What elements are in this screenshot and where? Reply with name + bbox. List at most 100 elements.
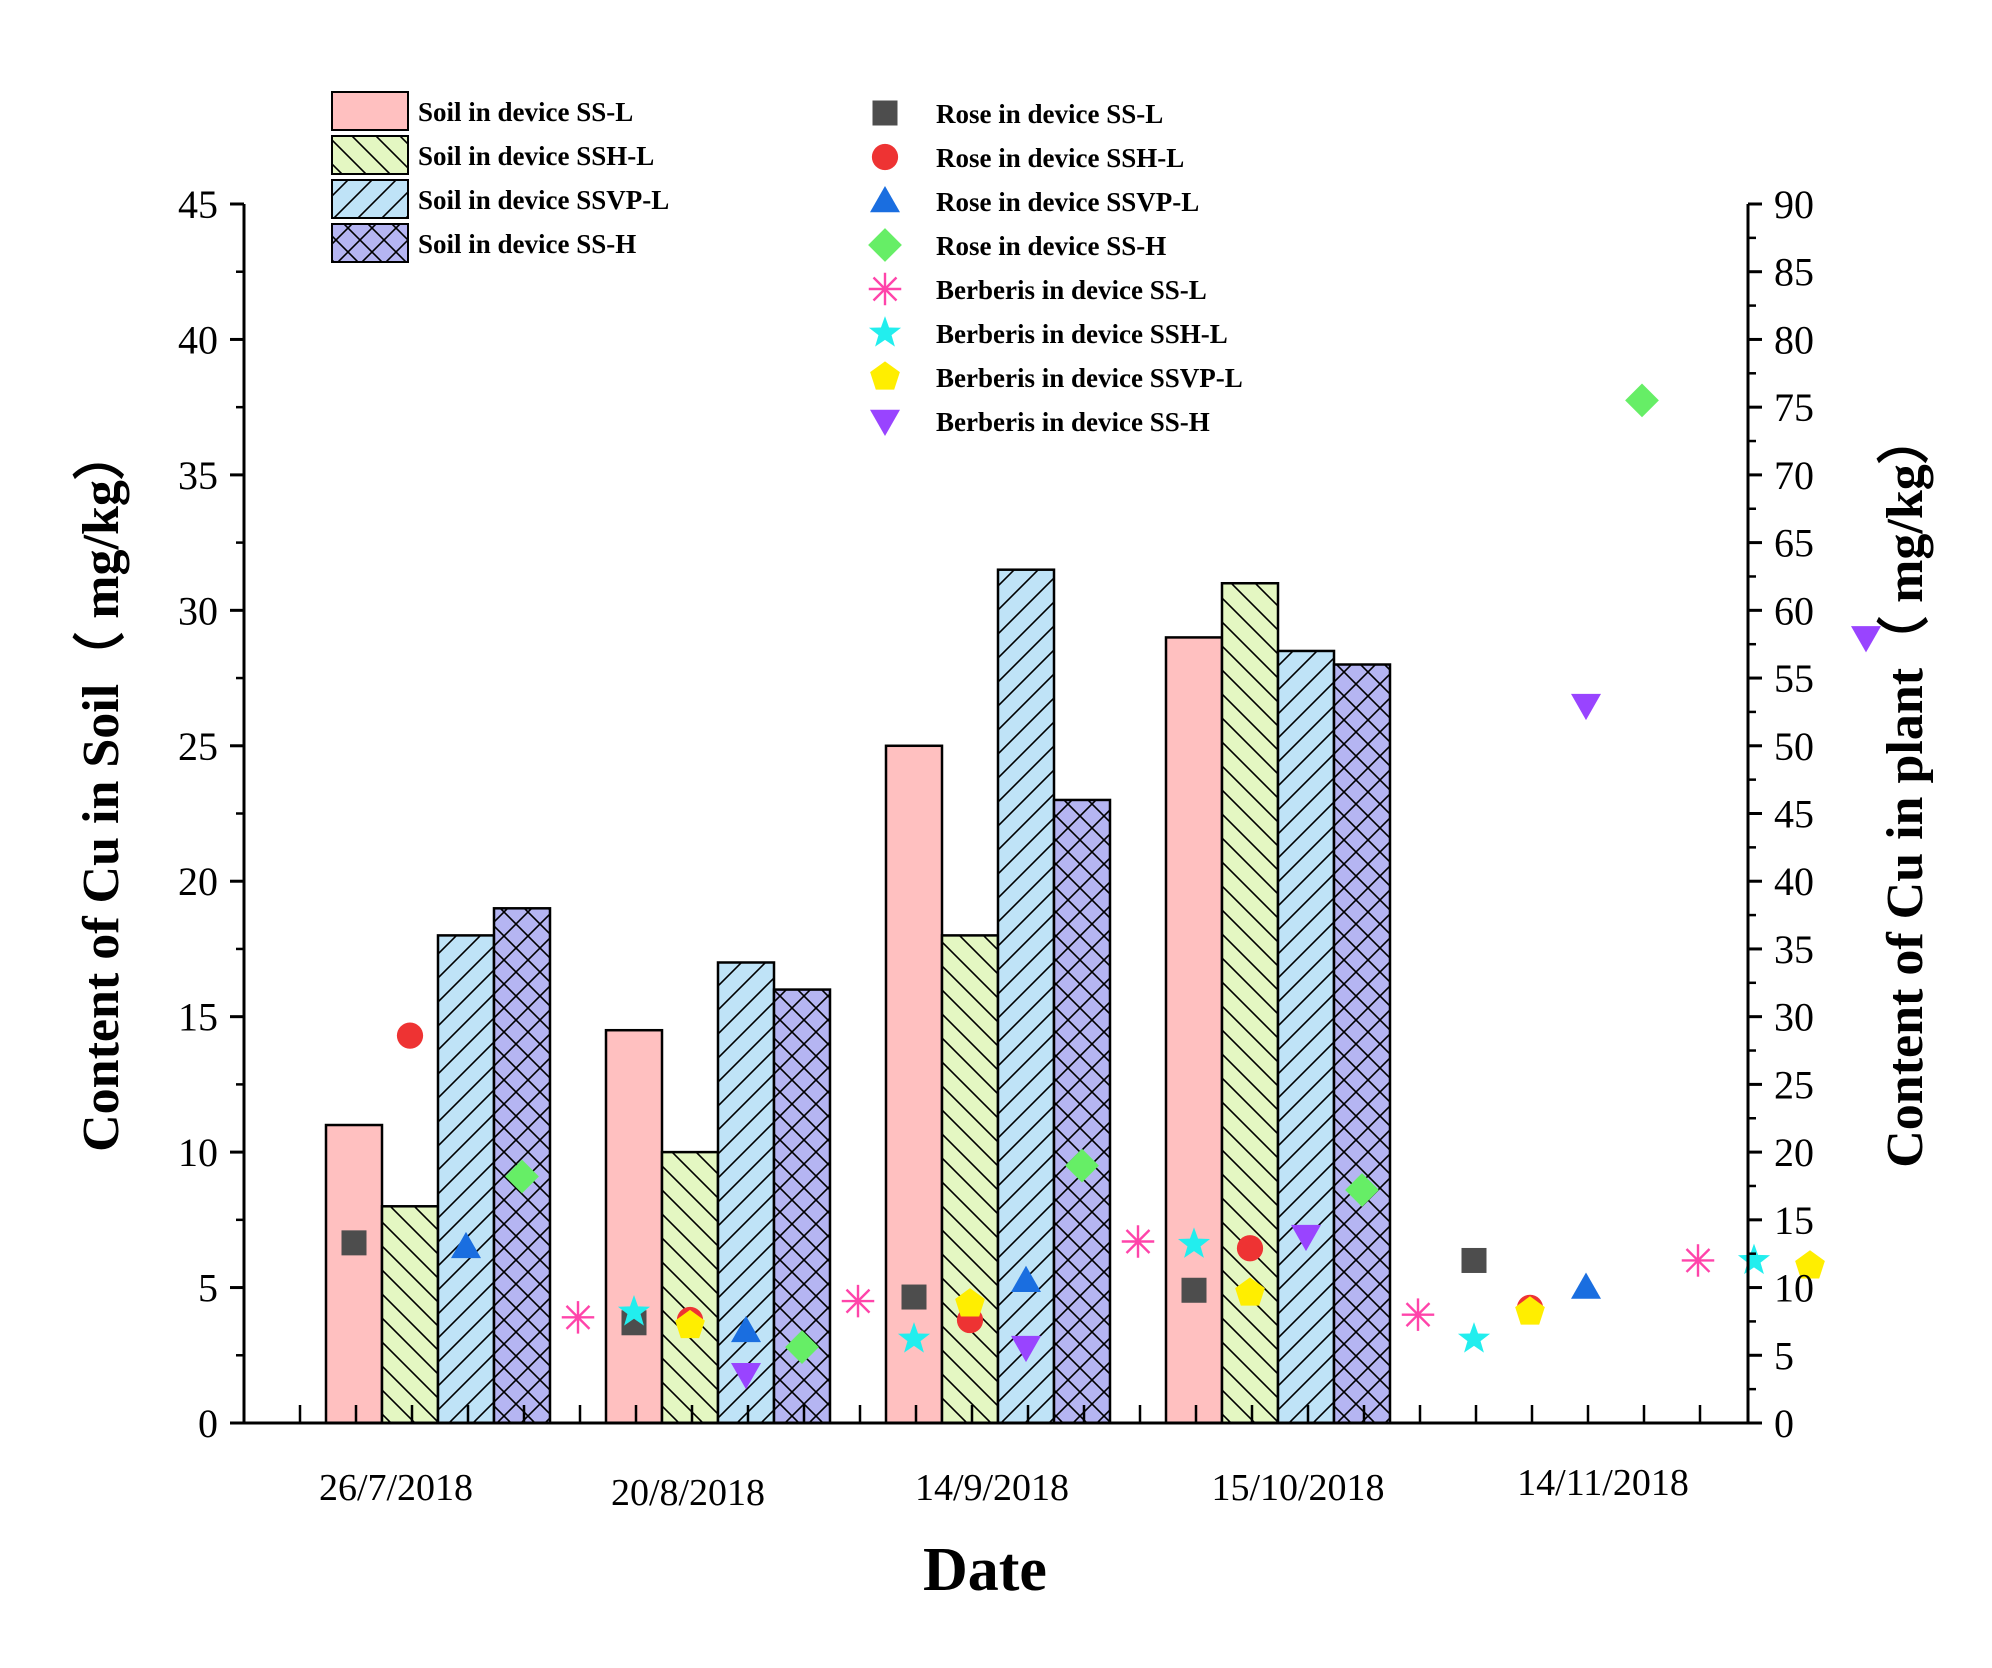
legend-item: Rose in device SS-L bbox=[872, 99, 1163, 129]
legend-marker bbox=[870, 186, 900, 213]
right-y-tick-label: 45 bbox=[1774, 792, 1814, 837]
legend-swatch-outline bbox=[331, 179, 409, 219]
legend-item: Soil in device SSVP-L bbox=[331, 179, 669, 219]
legend-label: Rose in device SS-H bbox=[936, 231, 1166, 261]
data-point bbox=[561, 1301, 595, 1334]
bar-hatch bbox=[998, 569, 1054, 1423]
legend-item: Berberis in device SS-L bbox=[868, 272, 1207, 306]
right-y-tick-label: 30 bbox=[1774, 995, 1814, 1040]
data-point bbox=[1011, 1335, 1041, 1363]
data-point bbox=[955, 1288, 985, 1317]
bars-layer bbox=[324, 568, 1392, 1425]
bar bbox=[886, 745, 942, 1423]
left-y-tick-label: 10 bbox=[178, 1130, 218, 1175]
bar bbox=[1166, 637, 1222, 1423]
legend-label: Soil in device SS-L bbox=[418, 97, 633, 127]
legend-item: Soil in device SS-H bbox=[331, 223, 636, 263]
right-y-tick-label: 50 bbox=[1774, 724, 1814, 769]
data-point bbox=[731, 1362, 761, 1390]
data-point bbox=[1625, 383, 1659, 418]
data-point bbox=[785, 1330, 819, 1365]
bar bbox=[606, 1030, 662, 1423]
legend-label: Berberis in device SSH-L bbox=[936, 319, 1228, 349]
data-point bbox=[1461, 1247, 1487, 1273]
legend-marker bbox=[868, 316, 902, 347]
right-y-tick-label: 15 bbox=[1774, 1198, 1814, 1243]
data-point bbox=[731, 1315, 761, 1343]
legend: Soil in device SS-L Soil in device SSH-L S… bbox=[331, 91, 1243, 437]
left-y-tick-label: 30 bbox=[178, 588, 218, 633]
x-tick-label: 14/9/2018 bbox=[915, 1467, 1069, 1509]
legend-marker bbox=[868, 272, 902, 306]
legend-label: Rose in device SSVP-L bbox=[936, 187, 1199, 217]
right-y-tick-label: 40 bbox=[1774, 859, 1814, 904]
legend-label: Soil in device SS-H bbox=[418, 229, 636, 259]
legend-item: Berberis in device SSVP-L bbox=[870, 361, 1243, 393]
data-point bbox=[1181, 1277, 1207, 1303]
right-y-tick-label: 65 bbox=[1774, 521, 1814, 566]
left-y-tick-label: 20 bbox=[178, 859, 218, 904]
bar-hatch bbox=[718, 962, 774, 1423]
x-tick-label: 26/7/2018 bbox=[319, 1467, 473, 1509]
data-point bbox=[901, 1284, 927, 1310]
legend-item: Rose in device SSVP-L bbox=[870, 186, 1199, 217]
x-axis-title: Date bbox=[923, 1536, 1047, 1604]
data-point bbox=[617, 1295, 651, 1326]
legend-swatch-hatch bbox=[332, 224, 408, 262]
legend-marker bbox=[871, 143, 899, 171]
right-y-tick-label: 60 bbox=[1774, 588, 1814, 633]
legend-item: Berberis in device SS-H bbox=[870, 407, 1210, 437]
legend-marker bbox=[868, 228, 902, 262]
legend-label: Soil in device SSH-L bbox=[418, 141, 654, 171]
legend-label: Rose in device SSH-L bbox=[936, 143, 1184, 173]
bar-hatch bbox=[1278, 650, 1334, 1423]
left-y-tick-label: 15 bbox=[178, 995, 218, 1040]
legend-item: Berberis in device SSH-L bbox=[868, 316, 1228, 349]
markers-layer bbox=[341, 383, 1881, 1390]
legend-marker bbox=[870, 361, 900, 390]
legend-item: Rose in device SSH-L bbox=[871, 143, 1184, 173]
data-point bbox=[1681, 1244, 1715, 1277]
legend-swatch-outline bbox=[331, 223, 409, 263]
right-y-tick-label: 80 bbox=[1774, 317, 1814, 362]
legend-item: Rose in device SS-H bbox=[868, 228, 1166, 262]
data-point bbox=[675, 1309, 705, 1339]
bar-hatch bbox=[438, 935, 494, 1423]
right-y-axis-title: Content of Cu in plant（ mg/kg） bbox=[1876, 412, 1934, 1168]
axes-layer: 0 5 10 15 20 25 30 35 40 45 0 5 10 15 20 25 30 35 40 45 50 55… bbox=[178, 182, 1814, 1514]
right-y-tick-label: 70 bbox=[1774, 453, 1814, 498]
legend-item: Soil in device SS-L bbox=[331, 91, 633, 131]
legend-label: Berberis in device SSVP-L bbox=[936, 363, 1243, 393]
legend-swatch-hatch bbox=[332, 180, 408, 218]
legend-marker bbox=[870, 409, 900, 436]
data-point bbox=[1291, 1224, 1321, 1252]
data-point bbox=[1571, 693, 1601, 721]
x-tick-label: 15/10/2018 bbox=[1211, 1467, 1384, 1509]
legend-swatch-hatch bbox=[332, 136, 408, 174]
data-point bbox=[1236, 1235, 1264, 1262]
legend-label: Berberis in device SS-H bbox=[936, 407, 1210, 437]
data-point bbox=[1571, 1272, 1601, 1299]
right-y-tick-label: 35 bbox=[1774, 927, 1814, 972]
right-y-tick-label: 25 bbox=[1774, 1062, 1814, 1107]
data-point bbox=[451, 1231, 481, 1259]
legend-swatch-outline bbox=[331, 91, 409, 131]
legend-item: Soil in device SSH-L bbox=[331, 135, 654, 175]
data-point bbox=[1121, 1225, 1155, 1258]
legend-label: Soil in device SSVP-L bbox=[418, 185, 669, 215]
data-point bbox=[1795, 1250, 1825, 1279]
left-y-tick-label: 0 bbox=[198, 1401, 218, 1446]
x-tick-label: 20/8/2018 bbox=[611, 1472, 765, 1514]
left-y-axis-title: Content of Cu in Soil（ mg/kg） bbox=[72, 428, 130, 1152]
data-point bbox=[505, 1159, 539, 1194]
data-point bbox=[396, 1022, 424, 1049]
legend-swatch-outline bbox=[331, 135, 409, 175]
right-y-tick-label: 90 bbox=[1774, 182, 1814, 227]
data-point bbox=[1851, 626, 1881, 653]
legend-label: Rose in device SS-L bbox=[936, 99, 1163, 129]
right-y-tick-label: 85 bbox=[1774, 250, 1814, 295]
bar-hatch bbox=[1054, 799, 1110, 1423]
data-point bbox=[1401, 1298, 1435, 1331]
bar-hatch bbox=[1334, 664, 1390, 1423]
